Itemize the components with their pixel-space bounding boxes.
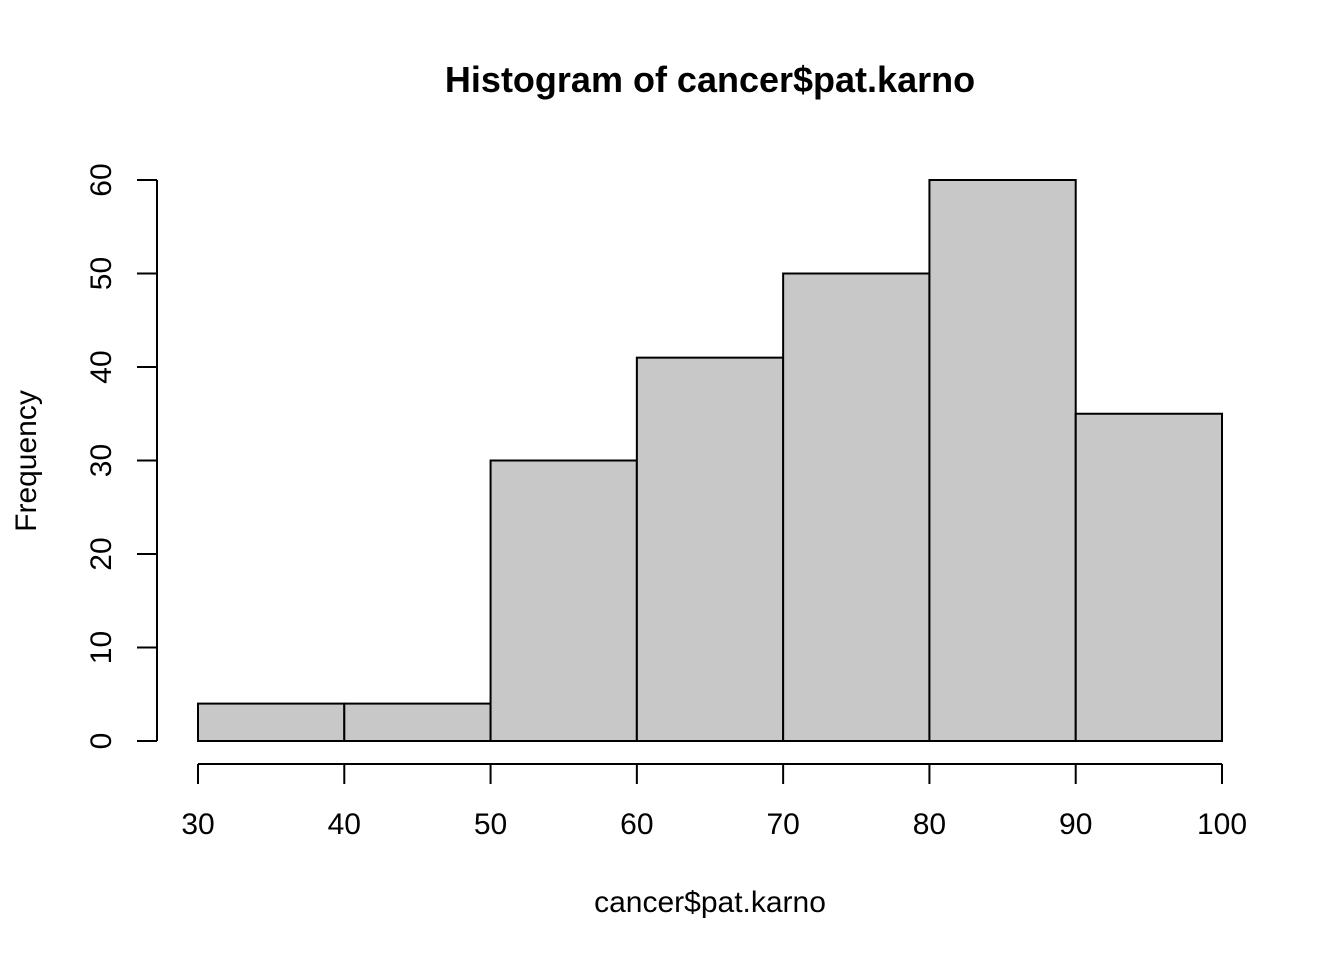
x-tick-label: 80 (913, 808, 946, 841)
y-tick-label: 30 (85, 444, 118, 477)
histogram-bar (635, 356, 785, 742)
y-tick-label: 50 (85, 257, 118, 290)
y-axis-label: Frequency (10, 390, 43, 532)
y-axis: 0 10 20 30 40 50 60 (85, 163, 158, 750)
histogram-bar (928, 179, 1077, 742)
x-tick-label: 40 (328, 808, 361, 841)
y-tick-label: 60 (85, 163, 118, 196)
x-tick-label: 30 (181, 808, 214, 841)
histogram-bar (197, 702, 346, 742)
histogram-bar (489, 459, 638, 742)
x-tick-label: 50 (474, 808, 507, 841)
x-axis: 30 40 50 60 70 80 90 100 (181, 763, 1247, 841)
histogram-bar (782, 272, 931, 742)
y-tick-label: 10 (85, 631, 118, 664)
y-tick-label: 20 (85, 537, 118, 570)
histogram-bar (1074, 412, 1223, 742)
x-tick-label: 70 (766, 808, 799, 841)
y-tick-label: 0 (85, 733, 118, 750)
x-axis-label: cancer$pat.karno (594, 886, 826, 919)
y-tick-label: 40 (85, 350, 118, 383)
x-tick-label: 90 (1059, 808, 1092, 841)
x-tick-label: 100 (1197, 808, 1247, 841)
bars-group (197, 179, 1223, 742)
histogram-bar (343, 702, 492, 742)
x-tick-label: 60 (620, 808, 653, 841)
chart-title: Histogram of cancer$pat.karno (445, 59, 975, 100)
